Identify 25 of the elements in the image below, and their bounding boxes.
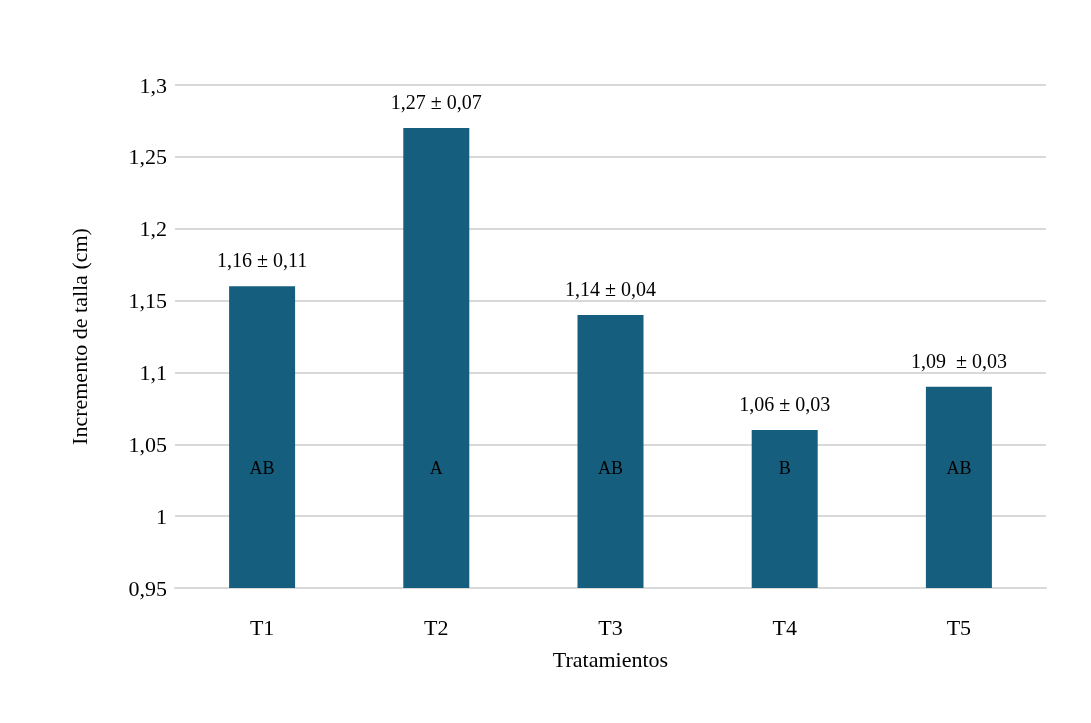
- y-tick-label: 1: [156, 503, 167, 529]
- y-tick-label: 1,05: [128, 431, 167, 457]
- data-label: 1,16 ± 0,11: [216, 249, 308, 272]
- y-tick-label: 1,1: [139, 359, 167, 385]
- annotation: A: [429, 458, 443, 478]
- y-tick-label: 1,25: [128, 144, 167, 170]
- x-tick-label: T3: [598, 614, 623, 640]
- annotation: AB: [946, 458, 972, 478]
- x-tick-label: T4: [772, 614, 797, 640]
- annotation: B: [778, 458, 791, 478]
- x-axis-title: Tratamientos: [552, 646, 669, 672]
- data-label: 1,09 ± 0,03: [910, 349, 1007, 372]
- data-label: 1,06 ± 0,03: [739, 392, 831, 415]
- data-label: 1,27 ± 0,07: [390, 91, 482, 114]
- y-tick-label: 1,15: [128, 288, 167, 314]
- x-tick-label: T5: [946, 614, 972, 640]
- y-tick-label: 1,2: [139, 216, 167, 242]
- y-axis-title: Incremento de talla (cm): [66, 228, 92, 445]
- x-tick-label: T1: [249, 614, 275, 640]
- data-label: 1,14 ± 0,04: [565, 277, 656, 300]
- annotation: AB: [249, 458, 275, 478]
- y-tick-label: 0,95: [128, 575, 167, 601]
- x-tick-label: T2: [424, 614, 449, 640]
- annotation: AB: [597, 458, 624, 478]
- y-tick-label: 1,3: [139, 72, 167, 98]
